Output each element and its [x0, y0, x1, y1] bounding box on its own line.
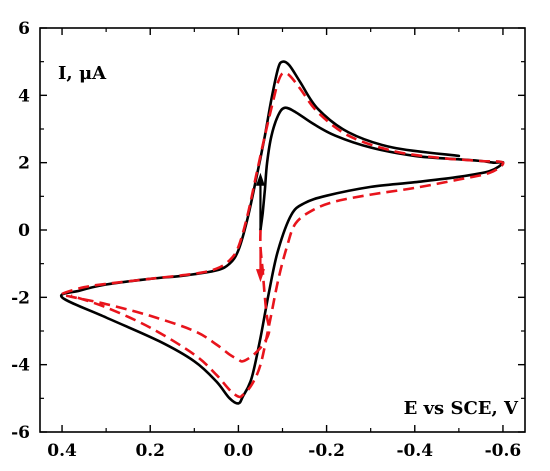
x-tick-label: 0.2	[135, 441, 165, 461]
y-tick-label: 4	[18, 86, 30, 106]
series-group	[59, 60, 505, 405]
y-axis-label: I, μA	[58, 63, 107, 84]
scan-direction-arrowhead	[255, 172, 265, 186]
y-tick-label: 2	[18, 154, 30, 174]
plot-frame	[39, 27, 526, 433]
x-tick-label: -0.4	[396, 441, 433, 461]
axes: 0.4 0.2 0.0 -0.2 -0.4 -0.6 -6 -4 -2 0 2 4 6	[11, 19, 526, 461]
y-tick-label: 6	[18, 19, 30, 39]
x-axis-label: E vs SCE, V	[404, 398, 519, 419]
y-tick-label: 0	[18, 221, 30, 241]
series-line-dashed	[60, 71, 505, 399]
y-tick-label: -4	[11, 356, 30, 376]
scan-direction-arrowhead	[255, 269, 265, 283]
x-tick-label: -0.2	[308, 441, 345, 461]
x-tick-label: -0.6	[485, 441, 522, 461]
y-tick-label: -6	[11, 423, 30, 443]
y-tick-label: -2	[11, 288, 30, 308]
series-line-solid	[59, 60, 505, 405]
arrow-group	[255, 172, 265, 283]
x-tick-label: 0.4	[47, 441, 77, 461]
x-tick-label: 0.0	[224, 441, 254, 461]
